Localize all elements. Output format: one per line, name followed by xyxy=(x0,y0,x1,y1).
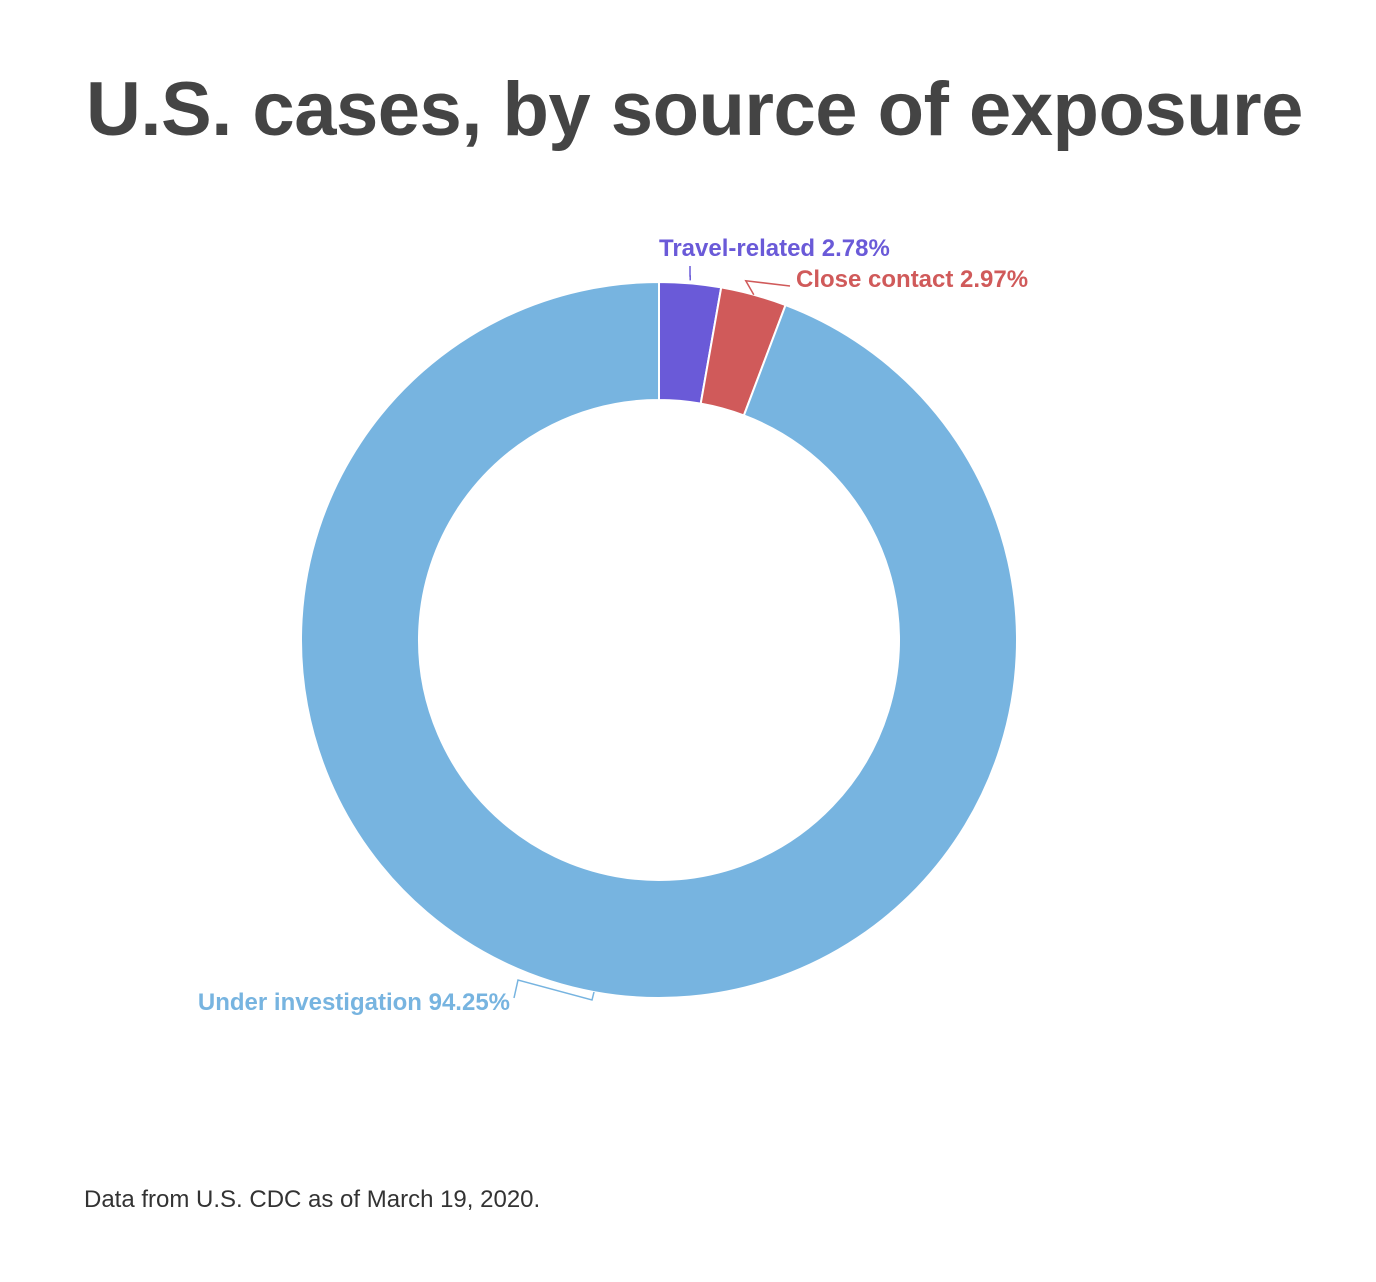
source-note: Data from U.S. CDC as of March 19, 2020. xyxy=(84,1186,541,1213)
label-under-investigation: Under investigation 94.25% xyxy=(198,989,510,1016)
leader-close-contact xyxy=(744,279,791,296)
slice-labels: Travel-related 2.78% Close contact 2.97% U… xyxy=(198,235,1028,1016)
donut-slices xyxy=(300,280,1018,999)
slice-under-investigation xyxy=(300,280,1018,999)
chart-title: U.S. cases, by source of exposure xyxy=(86,67,1303,152)
leader-under-investigation xyxy=(513,979,595,1001)
label-travel-related: Travel-related 2.78% xyxy=(659,235,890,262)
label-leader-lines xyxy=(513,266,791,1001)
label-close-contact: Close contact 2.97% xyxy=(796,266,1028,293)
